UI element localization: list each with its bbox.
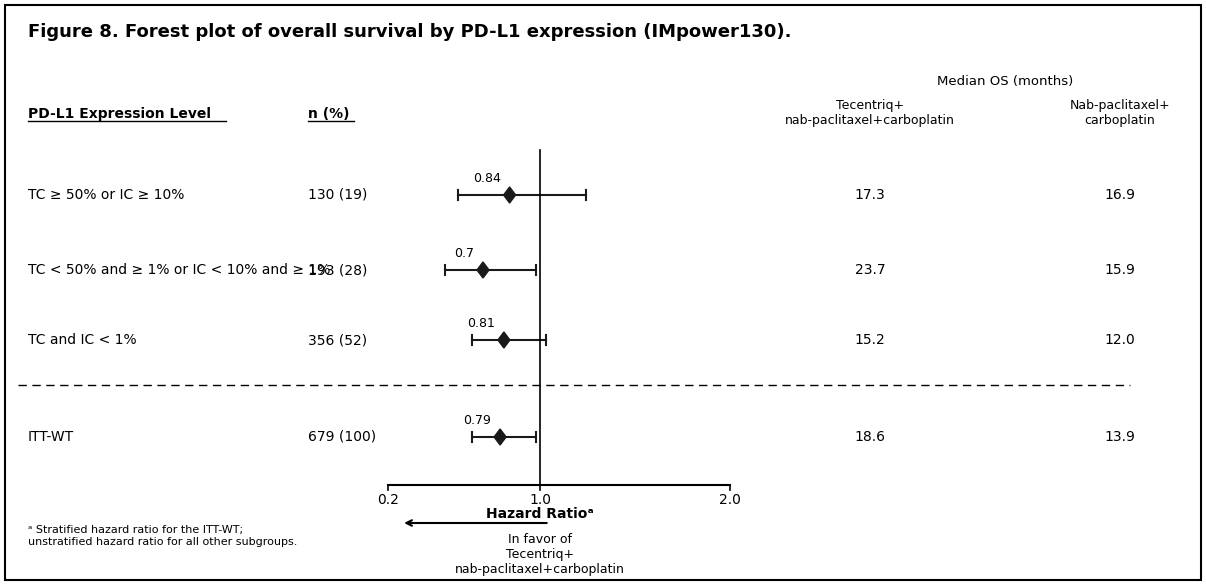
Text: 679 (100): 679 (100): [308, 430, 376, 444]
Text: Tecentriq+
nab-paclitaxel+carboplatin: Tecentriq+ nab-paclitaxel+carboplatin: [785, 99, 955, 127]
Text: 15.2: 15.2: [855, 333, 885, 347]
Polygon shape: [494, 429, 507, 445]
Text: 0.79: 0.79: [463, 414, 491, 427]
Text: 12.0: 12.0: [1105, 333, 1135, 347]
Text: ITT-WT: ITT-WT: [28, 430, 74, 444]
Text: 0.2: 0.2: [377, 493, 399, 507]
Text: 0.7: 0.7: [453, 247, 474, 260]
Text: Figure 8. Forest plot of overall survival by PD-L1 expression (IMpower130).: Figure 8. Forest plot of overall surviva…: [28, 23, 791, 41]
Text: Nab-paclitaxel+
carboplatin: Nab-paclitaxel+ carboplatin: [1070, 99, 1170, 127]
Polygon shape: [478, 262, 488, 278]
Text: TC and IC < 1%: TC and IC < 1%: [28, 333, 136, 347]
Text: n (%): n (%): [308, 107, 350, 121]
Text: 2.0: 2.0: [719, 493, 740, 507]
Text: PD-L1 Expression Level: PD-L1 Expression Level: [28, 107, 211, 121]
Text: 13.9: 13.9: [1105, 430, 1135, 444]
Text: 356 (52): 356 (52): [308, 333, 367, 347]
FancyBboxPatch shape: [5, 5, 1201, 580]
Text: 0.84: 0.84: [473, 172, 500, 185]
Text: TC ≥ 50% or IC ≥ 10%: TC ≥ 50% or IC ≥ 10%: [28, 188, 185, 202]
Text: 193 (28): 193 (28): [308, 263, 368, 277]
Text: 18.6: 18.6: [855, 430, 885, 444]
Text: 130 (19): 130 (19): [308, 188, 368, 202]
Text: Hazard Ratioᵃ: Hazard Ratioᵃ: [486, 507, 593, 521]
Text: 1.0: 1.0: [529, 493, 551, 507]
Text: 16.9: 16.9: [1105, 188, 1136, 202]
Polygon shape: [504, 187, 516, 203]
Polygon shape: [498, 332, 510, 348]
Text: Median OS (months): Median OS (months): [937, 75, 1073, 88]
Text: TC < 50% and ≥ 1% or IC < 10% and ≥ 1%: TC < 50% and ≥ 1% or IC < 10% and ≥ 1%: [28, 263, 330, 277]
Text: In favor of
Tecentriq+
nab-paclitaxel+carboplatin: In favor of Tecentriq+ nab-paclitaxel+ca…: [455, 533, 625, 576]
Text: 15.9: 15.9: [1105, 263, 1135, 277]
Text: 23.7: 23.7: [855, 263, 885, 277]
Text: ᵃ Stratified hazard ratio for the ITT-WT;
unstratified hazard ratio for all othe: ᵃ Stratified hazard ratio for the ITT-WT…: [28, 525, 298, 547]
Text: 0.81: 0.81: [467, 317, 494, 330]
Text: 17.3: 17.3: [855, 188, 885, 202]
